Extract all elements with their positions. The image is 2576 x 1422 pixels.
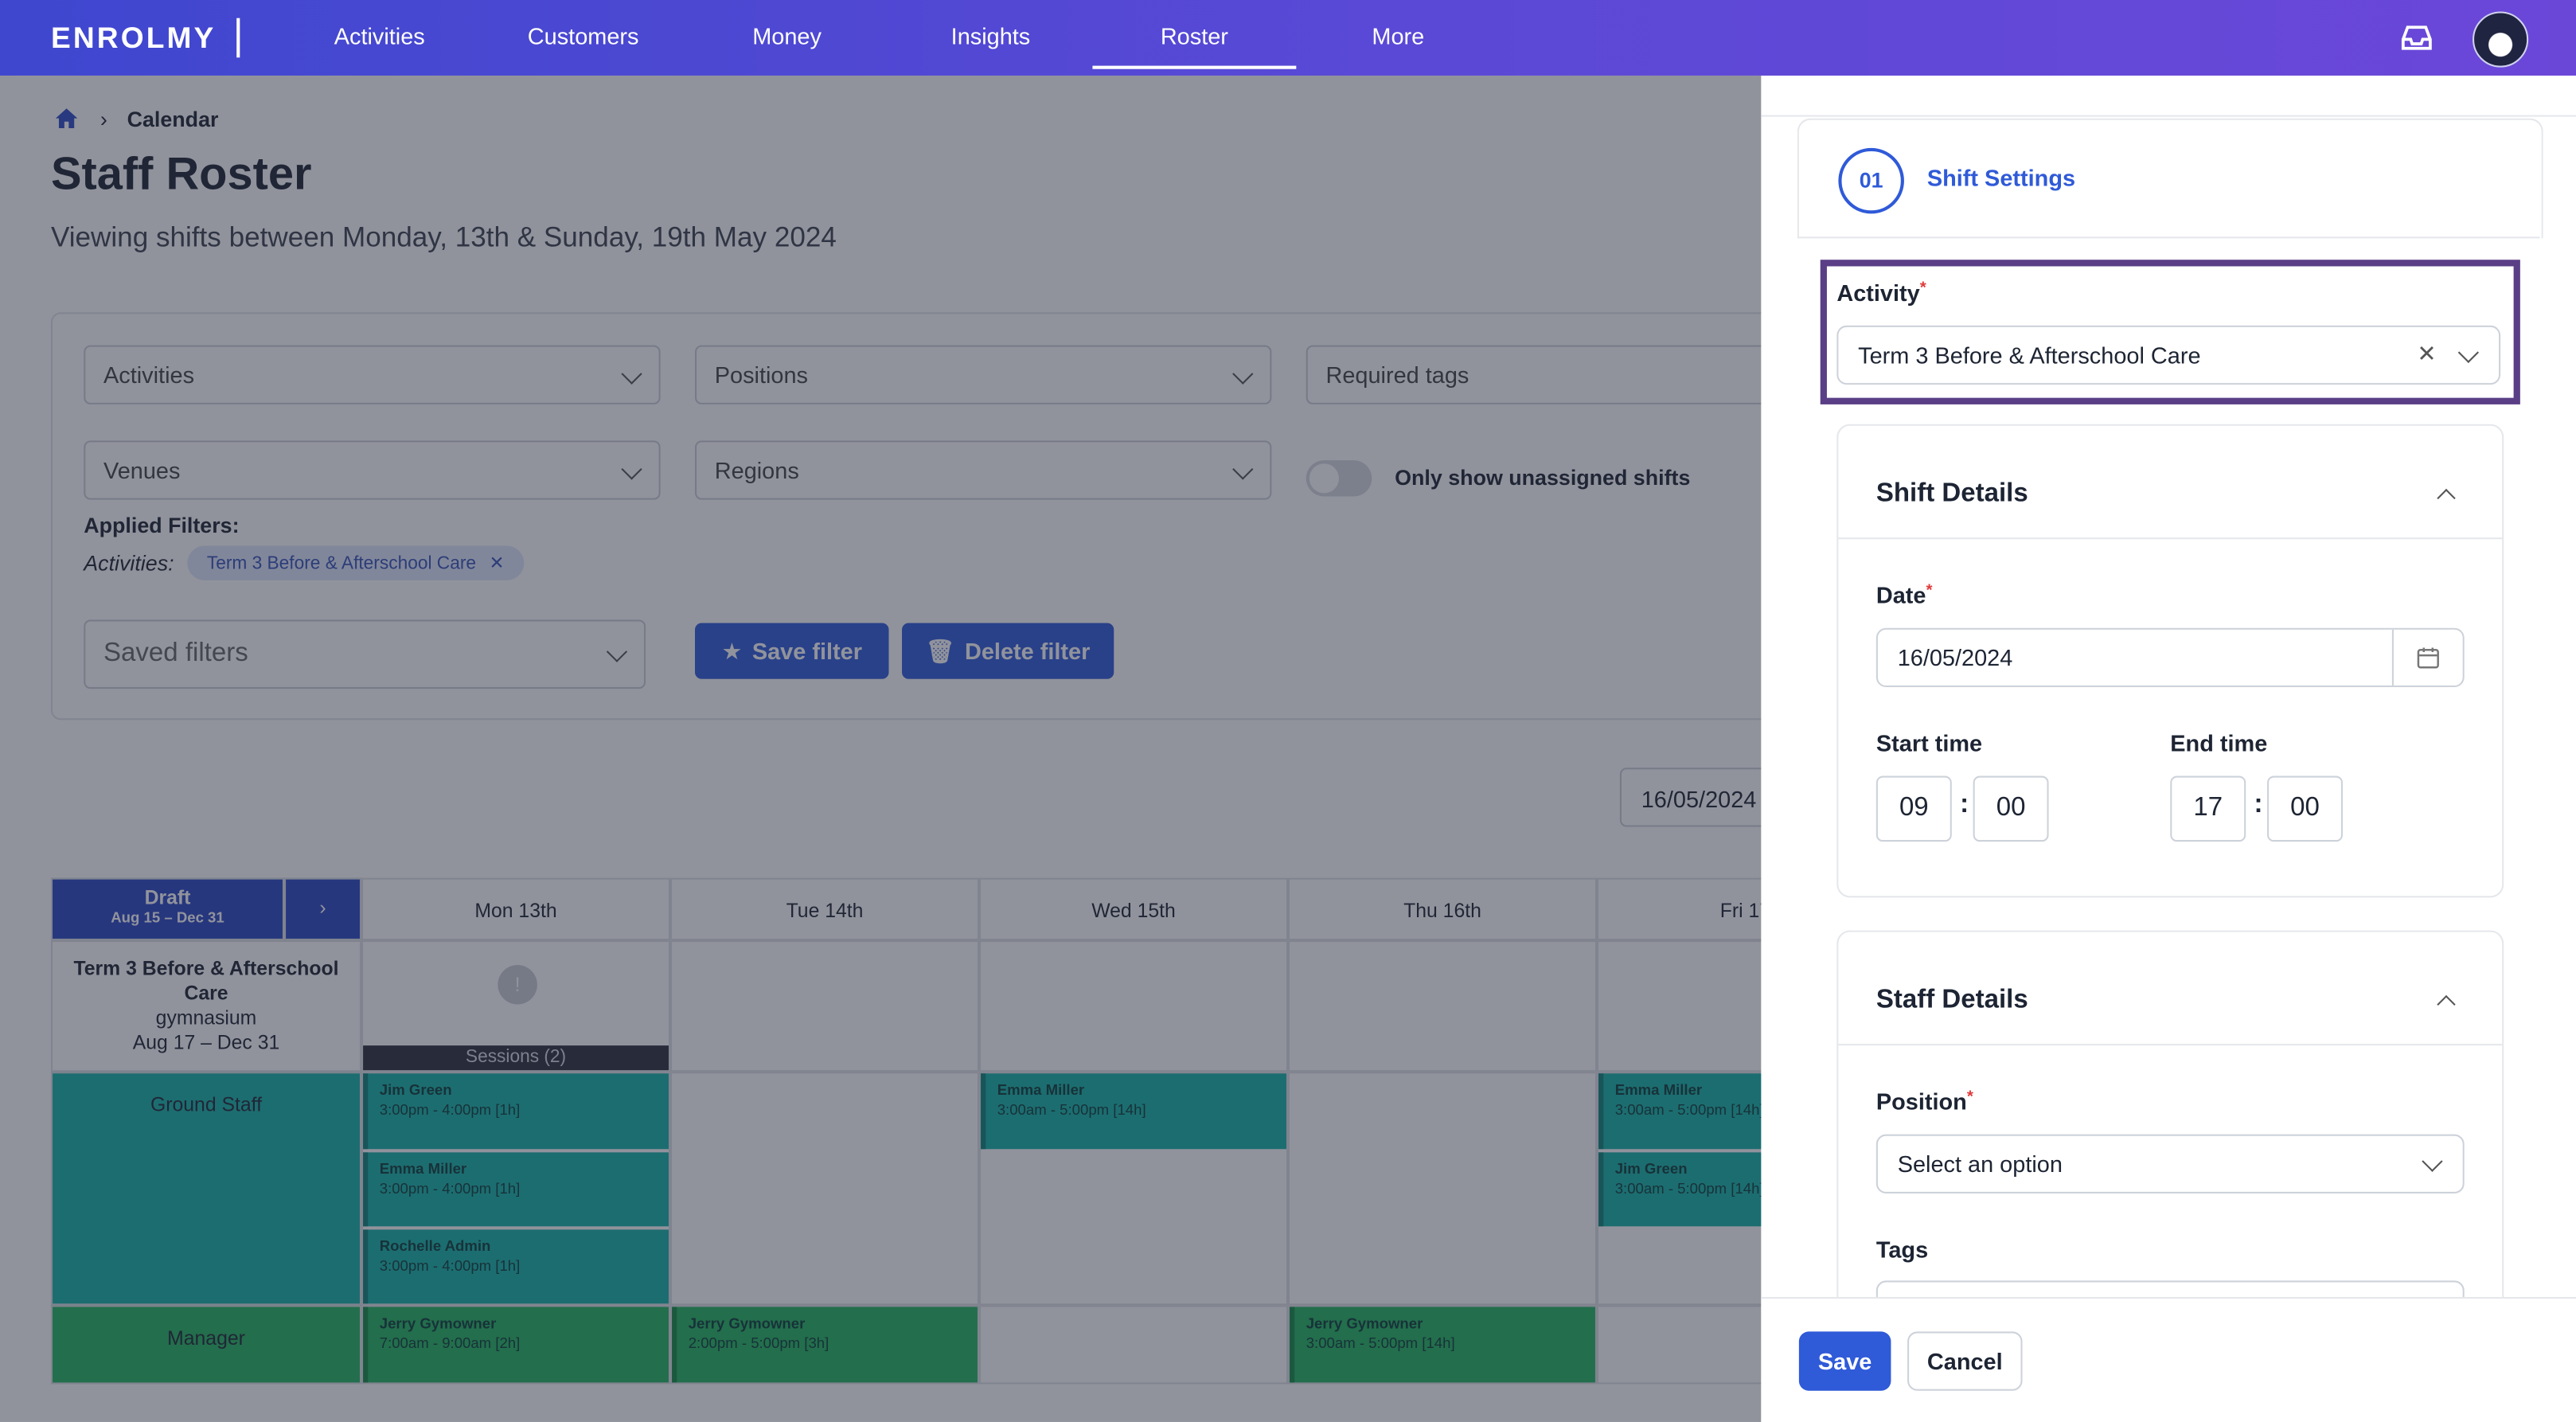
divider <box>1761 115 2576 117</box>
shift-details-section: Shift Details Date* 16/05/2024 Start tim… <box>1836 424 2504 898</box>
nav-insights[interactable]: Insights <box>950 22 1031 49</box>
staff-details-title: Staff Details <box>1875 986 2028 1014</box>
start-time-label: Start time <box>1875 729 1983 756</box>
user-avatar[interactable] <box>2473 11 2529 68</box>
calendar-icon <box>2417 647 2439 669</box>
save-button[interactable]: Save <box>1798 1331 1891 1391</box>
end-time-label: End time <box>2170 729 2268 756</box>
chevron-up-icon[interactable] <box>2437 994 2456 1014</box>
shift-details-title: Shift Details <box>1875 479 2028 508</box>
modal-backdrop[interactable] <box>0 75 1762 1422</box>
required-marker: * <box>1919 279 1926 298</box>
clear-icon[interactable]: ✕ <box>2417 340 2437 367</box>
required-marker: * <box>1966 1088 1973 1107</box>
start-minute-input[interactable]: 00 <box>1973 775 2049 842</box>
start-hour-input[interactable]: 09 <box>1875 775 1952 842</box>
time-separator: : <box>2254 791 2263 819</box>
chevron-up-icon[interactable] <box>2437 488 2456 508</box>
position-select-value: Select an option <box>1897 1150 2063 1178</box>
date-input-value: 16/05/2024 <box>1897 644 2013 671</box>
staff-details-section: Staff Details Position* Select an option… <box>1836 930 2504 1340</box>
tags-label: Tags <box>1875 1236 1929 1263</box>
nav-roster[interactable]: Roster <box>1092 23 1297 69</box>
activity-highlight <box>1820 260 2520 404</box>
chevron-down-icon[interactable] <box>2457 342 2479 364</box>
position-label: Position* <box>1876 1088 1973 1115</box>
activity-select[interactable]: Term 3 Before & Afterschool Care ✕ <box>1836 325 2501 385</box>
divider <box>1797 236 2540 239</box>
date-input[interactable]: 16/05/2024 <box>1875 627 2465 688</box>
activity-label-text: Activity <box>1836 279 1920 307</box>
position-label-text: Position <box>1875 1088 1967 1115</box>
date-label-text: Date <box>1875 581 1926 608</box>
end-hour-input[interactable]: 17 <box>2170 775 2246 842</box>
activity-label: Activity* <box>1836 279 1926 306</box>
step-label[interactable]: Shift Settings <box>1926 164 2076 191</box>
step-number: 01 <box>1838 147 1904 214</box>
nav-money[interactable]: Money <box>752 22 822 49</box>
divider <box>1838 537 2503 540</box>
activity-select-value: Term 3 Before & Afterschool Care <box>1858 342 2201 369</box>
required-marker: * <box>1926 581 1933 600</box>
end-minute-input[interactable]: 00 <box>2267 775 2343 842</box>
nav-more[interactable]: More <box>1372 22 1425 49</box>
calendar-button[interactable] <box>2391 629 2463 686</box>
date-label: Date* <box>1876 582 1933 608</box>
chevron-down-icon <box>2422 1150 2443 1172</box>
shift-side-panel: 01 Shift Settings Activity* Term 3 Befor… <box>1761 75 2576 1422</box>
time-separator: : <box>1960 791 1969 819</box>
nav-activities[interactable]: Activities <box>334 22 425 49</box>
cancel-button[interactable]: Cancel <box>1907 1331 2023 1391</box>
enrolmy-logo[interactable]: ENROLMY <box>50 21 217 55</box>
position-select[interactable]: Select an option <box>1875 1134 2465 1193</box>
step-header: 01 Shift Settings <box>1797 118 2543 239</box>
divider <box>1838 1044 2503 1046</box>
top-nav: ENROLMY Activities Customers Money Insig… <box>0 0 2576 76</box>
panel-footer: Save Cancel <box>1761 1297 2576 1422</box>
logo-divider <box>236 18 240 58</box>
nav-customers[interactable]: Customers <box>527 22 639 49</box>
inbox-icon[interactable] <box>2398 20 2434 56</box>
